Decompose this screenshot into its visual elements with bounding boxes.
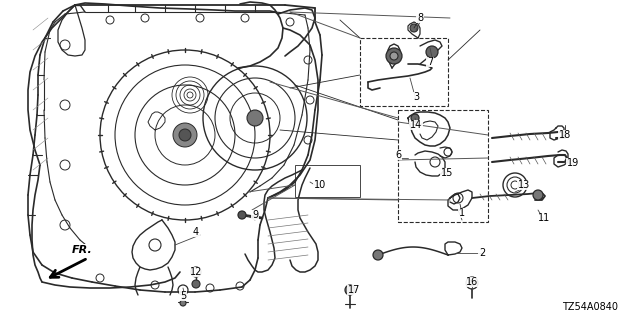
Text: 5: 5 bbox=[180, 291, 186, 301]
Bar bbox=[360, 38, 448, 106]
Circle shape bbox=[192, 280, 200, 288]
Circle shape bbox=[179, 129, 191, 141]
Bar bbox=[295, 165, 360, 197]
Text: 8: 8 bbox=[417, 13, 423, 23]
Text: 6: 6 bbox=[395, 150, 401, 160]
Circle shape bbox=[247, 110, 263, 126]
Text: TZ54A0840: TZ54A0840 bbox=[562, 302, 618, 312]
Text: 3: 3 bbox=[413, 92, 419, 102]
Text: 19: 19 bbox=[567, 158, 579, 168]
Circle shape bbox=[345, 285, 355, 295]
Text: 4: 4 bbox=[193, 227, 199, 237]
Text: 7: 7 bbox=[427, 57, 433, 67]
Circle shape bbox=[426, 46, 438, 58]
Text: 18: 18 bbox=[559, 130, 571, 140]
Text: 11: 11 bbox=[538, 213, 550, 223]
Text: 13: 13 bbox=[518, 180, 530, 190]
Circle shape bbox=[180, 300, 186, 306]
Circle shape bbox=[410, 24, 418, 32]
Circle shape bbox=[238, 211, 246, 219]
Circle shape bbox=[373, 250, 383, 260]
Circle shape bbox=[411, 114, 419, 122]
Text: 14: 14 bbox=[410, 120, 422, 130]
Text: 10: 10 bbox=[314, 180, 326, 190]
Circle shape bbox=[533, 190, 543, 200]
Text: 16: 16 bbox=[466, 277, 478, 287]
Circle shape bbox=[469, 280, 475, 286]
Text: 12: 12 bbox=[190, 267, 202, 277]
Text: 17: 17 bbox=[348, 285, 360, 295]
Text: 2: 2 bbox=[479, 248, 485, 258]
Text: 15: 15 bbox=[441, 168, 453, 178]
Circle shape bbox=[386, 48, 402, 64]
Text: 9: 9 bbox=[252, 210, 258, 220]
Circle shape bbox=[390, 52, 398, 60]
Circle shape bbox=[173, 123, 197, 147]
Text: FR.: FR. bbox=[72, 245, 92, 255]
Bar bbox=[398, 110, 488, 222]
Text: 1: 1 bbox=[459, 208, 465, 218]
